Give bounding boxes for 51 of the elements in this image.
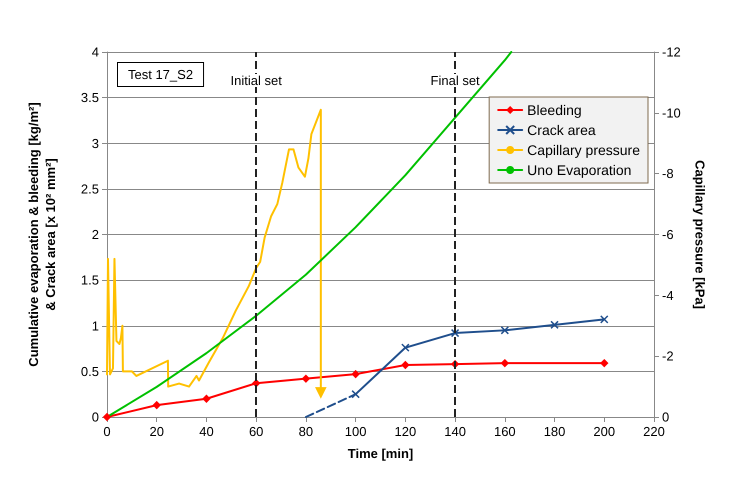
point (401, 360, 410, 369)
point (352, 370, 360, 378)
point (600, 359, 608, 368)
legend-label: Bleeding (527, 102, 582, 118)
x-tick-label: 120 (394, 424, 416, 439)
point (351, 390, 360, 398)
y2-tick-label: -2 (662, 348, 674, 364)
y-axis-title: Cumulative evaporation & bleeding [kg/m²] & Crack area [x 10² mm²] (26, 102, 58, 367)
point (450, 328, 460, 338)
y2-axis-title: Capillary pressure [kPa] (692, 160, 708, 309)
point (550, 320, 559, 330)
point (152, 401, 161, 410)
x-tick-label: 20 (149, 424, 164, 439)
ref-line-label: Final set (430, 73, 480, 88)
x-axis-title: Time [min] (348, 446, 414, 461)
y-tick-label: 1 (92, 318, 99, 334)
x-tick-label: 40 (199, 424, 214, 439)
y2-tick-label: -8 (662, 166, 674, 182)
point (401, 343, 410, 352)
x-tick-label: 0 (103, 424, 111, 439)
y-tick-label: 2 (92, 227, 99, 242)
x-tick-label: 220 (643, 424, 665, 439)
point (600, 315, 609, 324)
y-tick-label: 3 (92, 136, 99, 151)
x-tick-label: 100 (344, 424, 366, 439)
point (302, 374, 310, 383)
x-tick-label: 200 (593, 424, 616, 439)
point (500, 359, 509, 368)
y2-tick-label: -12 (662, 44, 681, 60)
y-tick-label: 2.5 (80, 181, 99, 196)
legend-label: Uno Evaporation (527, 162, 632, 178)
y2-tick-label: 0 (662, 410, 670, 424)
ref-line-label: Initial set (230, 73, 282, 88)
annotation: Test 17_S2 (128, 67, 194, 82)
y-tick-label: 3.5 (80, 90, 99, 106)
x-tick-label: 60 (248, 424, 264, 439)
x-tick-label: 80 (298, 424, 314, 439)
x-tick-label: 140 (444, 424, 466, 439)
y2-tick-label: -10 (662, 105, 681, 120)
y-tick-label: 0 (92, 410, 99, 424)
point (202, 394, 210, 403)
legend-label: Crack area (527, 122, 596, 138)
x-tick-label: 160 (494, 424, 516, 439)
y2-tick-label: -4 (662, 288, 674, 303)
y-tick-label: 0.5 (80, 364, 99, 379)
y-tick-label: 4 (92, 44, 99, 60)
point (500, 326, 510, 335)
legend-label: Capillary pressure (527, 142, 640, 158)
y-tick-label: 1.5 (80, 272, 99, 288)
y2-tick-label: -6 (662, 227, 674, 242)
x-tick-label: 180 (544, 424, 566, 439)
